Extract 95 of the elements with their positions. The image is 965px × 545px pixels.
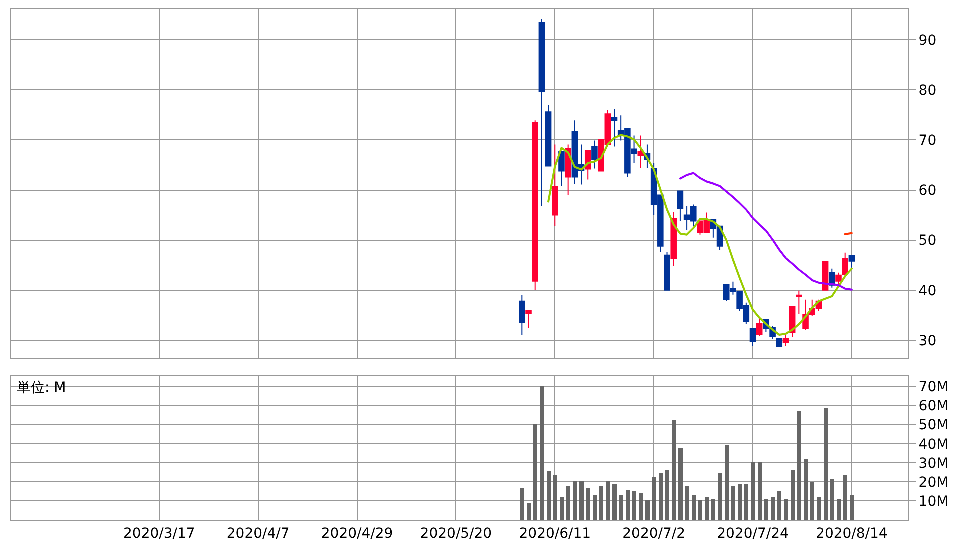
candlestick (796, 290, 802, 314)
candlestick (664, 252, 670, 291)
annotation: 単位: M (17, 380, 66, 396)
bar (751, 462, 755, 520)
bar (665, 470, 669, 520)
bar (606, 480, 610, 520)
bar (659, 472, 663, 520)
y-tick-label: 30M (918, 456, 949, 472)
bar (619, 494, 623, 520)
bar (804, 458, 808, 520)
bar (593, 494, 597, 520)
bar (547, 470, 551, 520)
bar (771, 496, 775, 520)
bar (678, 448, 683, 520)
bar (632, 490, 636, 520)
bar (777, 490, 781, 520)
x-tick-label: 2020/3/17 (124, 526, 196, 542)
bar (791, 470, 795, 520)
y-tick-label: 80 (918, 83, 937, 100)
candlestick (750, 328, 756, 346)
y-tick-label: 30 (918, 333, 937, 350)
bar (540, 386, 544, 520)
bar (553, 474, 557, 520)
candlestick (545, 104, 552, 167)
x-tick-label: 2020/4/29 (321, 526, 394, 542)
bar (698, 500, 702, 520)
line-series (548, 134, 853, 336)
y-tick-label: 50M (918, 418, 949, 434)
y-tick-label: 40M (918, 436, 949, 453)
y-tick-label: 20M (918, 474, 949, 491)
y-tick-label: 70 (918, 133, 937, 150)
bar (744, 484, 748, 520)
bar (725, 444, 729, 520)
bar (652, 476, 656, 520)
bar (672, 420, 676, 520)
bar (520, 488, 524, 520)
candlestick (611, 108, 618, 148)
bar (824, 408, 828, 520)
bar (764, 498, 768, 520)
bar (705, 496, 709, 520)
bar (738, 484, 742, 520)
x-tick-label: 2020/4/7 (226, 526, 290, 542)
bar (837, 498, 841, 520)
bar (685, 486, 689, 520)
line-series (679, 172, 853, 291)
candlestick (538, 18, 546, 207)
candlestick (526, 310, 532, 328)
bar (784, 498, 788, 520)
y-tick-label: 50 (918, 233, 937, 250)
y-tick-label: 40 (918, 283, 937, 300)
bar (797, 410, 801, 520)
bar (626, 490, 630, 520)
y-tick-label: 10M (918, 494, 949, 510)
candlestick (677, 190, 684, 222)
bar (573, 480, 577, 520)
bar (711, 498, 715, 520)
candlestick (592, 140, 598, 170)
candlestick (519, 294, 526, 336)
bar (533, 424, 537, 520)
candlestick (638, 135, 644, 169)
bar (810, 482, 814, 520)
x-tick-label: 2020/8/14 (816, 526, 888, 542)
candlestick (848, 255, 856, 268)
candlestick (782, 334, 790, 346)
bar (527, 502, 531, 520)
bar (599, 486, 603, 520)
candlestick (776, 338, 783, 347)
y-tick-label: 60 (918, 183, 937, 200)
candlestick (552, 144, 558, 227)
bar (817, 496, 821, 520)
candlestick (670, 212, 677, 267)
bar (843, 474, 847, 520)
bar (830, 478, 834, 520)
bar (718, 472, 722, 520)
candlestick (532, 120, 538, 291)
bar (692, 494, 696, 520)
candlestick (558, 151, 565, 187)
y-tick-label: 60M (918, 398, 949, 415)
bar (612, 484, 617, 520)
x-tick-label: 2020/7/2 (622, 526, 686, 542)
y-tick-label: 90 (918, 32, 937, 49)
candlestick (756, 317, 763, 336)
bar (586, 488, 590, 520)
x-tick-label: 2020/6/11 (519, 526, 592, 542)
bar (758, 462, 762, 520)
bar (850, 494, 854, 520)
y-tick-label: 70M (918, 380, 949, 396)
bar (579, 480, 584, 520)
bar (639, 492, 643, 520)
x-tick-label: 2020/7/24 (717, 526, 789, 542)
bar (566, 486, 570, 520)
bar (731, 486, 735, 520)
bar (645, 500, 650, 520)
bar (560, 496, 564, 520)
x-tick-label: 2020/5/20 (420, 526, 492, 542)
